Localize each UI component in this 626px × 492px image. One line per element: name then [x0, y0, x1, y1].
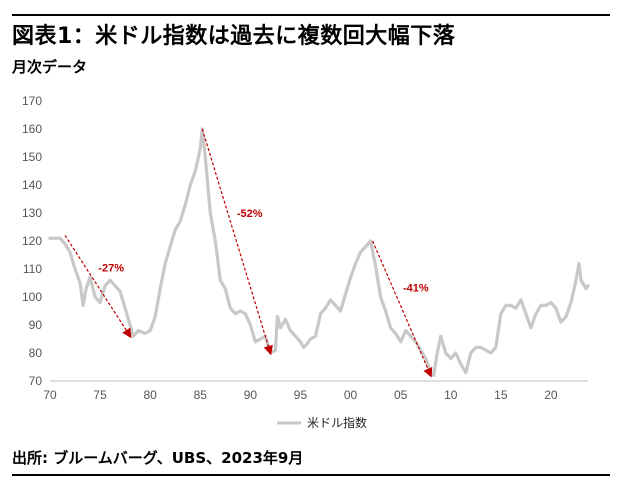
annotation-label: -52% [237, 208, 263, 220]
y-tick-label: 80 [29, 346, 43, 360]
y-tick-label: 90 [29, 318, 43, 332]
legend: 米ドル指数 [277, 415, 367, 430]
y-tick-label: 70 [29, 374, 43, 388]
y-tick-label: 140 [22, 178, 42, 192]
x-tick-label: 70 [43, 388, 57, 402]
y-tick-label: 110 [23, 262, 42, 276]
chart-subtitle: 月次データ [12, 58, 88, 76]
bottom-rule [12, 474, 610, 476]
x-tick-label: 95 [294, 388, 308, 402]
y-tick-label: 170 [22, 94, 42, 108]
x-tick-label: 80 [144, 388, 158, 402]
annotation-arrow [64, 235, 132, 339]
source-note: 出所: ブルームバーグ、UBS、2023年9月 [12, 449, 304, 467]
y-tick-label: 100 [22, 290, 42, 304]
x-tick-label: 00 [344, 388, 358, 402]
legend-label: 米ドル指数 [307, 415, 367, 430]
annotations: -27% -52% -41% [64, 128, 433, 378]
series-line-dollar-index [48, 127, 590, 377]
y-tick-label: 160 [22, 122, 42, 136]
x-tick-label: 15 [494, 388, 508, 402]
x-axis: 70 75 80 85 90 95 00 05 10 15 20 [43, 388, 558, 402]
x-tick-label: 75 [93, 388, 107, 402]
chart-title: 図表1：米ドル指数は過去に複数回大幅下落 [12, 24, 456, 49]
x-tick-label: 05 [394, 388, 408, 402]
x-tick-label: 90 [244, 388, 258, 402]
x-tick-label: 20 [544, 388, 558, 402]
y-tick-label: 150 [22, 150, 42, 164]
x-tick-label: 85 [194, 388, 208, 402]
annotation-label: -27% [98, 263, 124, 275]
y-tick-label: 130 [22, 206, 42, 220]
annotation-label: -41% [403, 282, 429, 294]
x-tick-label: 10 [444, 388, 458, 402]
top-rule [12, 14, 610, 16]
annotation-arrow [201, 128, 273, 356]
y-axis: 70 80 90 100 110 120 130 140 150 160 170 [22, 94, 42, 388]
annotation-arrow [372, 240, 433, 378]
y-tick-label: 120 [22, 234, 42, 248]
